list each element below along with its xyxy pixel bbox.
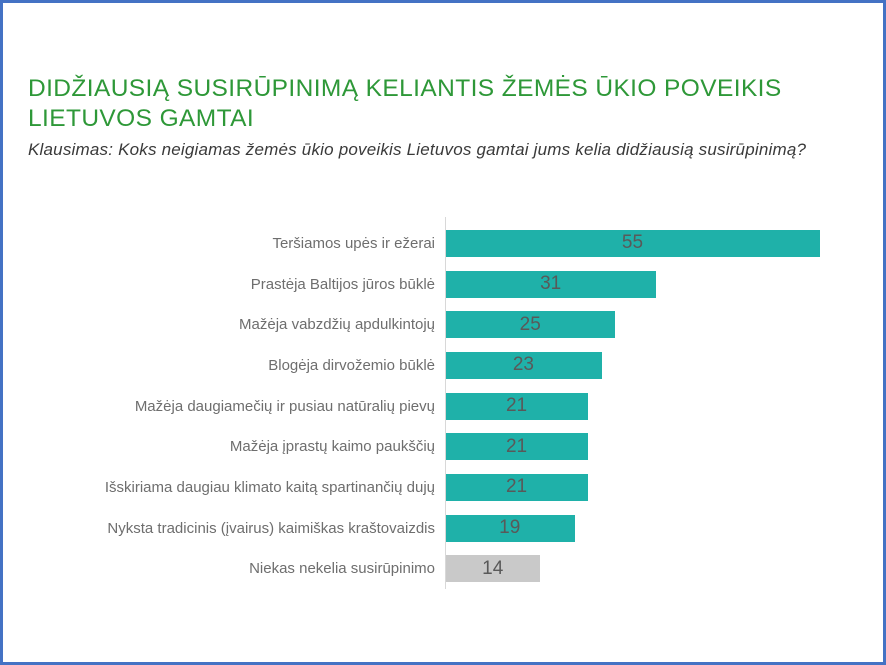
- category-label: Mažėja daugiamečių ir pusiau natūralių p…: [134, 397, 435, 415]
- bar: 31: [445, 270, 657, 298]
- value-label: 25: [519, 313, 541, 335]
- bar-cell: 19: [445, 514, 883, 542]
- page-title: DIDŽIAUSIĄ SUSIRŪPINIMĄ KELIANTIS ŽEMĖS …: [28, 74, 782, 134]
- bar-cell: 21: [445, 433, 883, 461]
- bar-cell: 55: [445, 229, 883, 257]
- bar: 23: [445, 351, 602, 379]
- bar: 21: [445, 433, 589, 461]
- category-label: Mažėja įprastų kaimo paukščių: [229, 438, 435, 456]
- chart-row: Teršiamos upės ir ežerai 55: [3, 223, 883, 264]
- value-label: 14: [482, 557, 504, 579]
- category-label: Prastėja Baltijos jūros būklė: [250, 275, 435, 293]
- chart-row: Nyksta tradicinis (įvairus) kaimiškas kr…: [3, 508, 883, 549]
- category-label: Teršiamos upės ir ežerai: [272, 234, 435, 252]
- chart-row: Prastėja Baltijos jūros būklė 31: [3, 264, 883, 305]
- value-label: 21: [505, 435, 528, 457]
- category-axis-line: [445, 217, 446, 589]
- horizontal-bar-chart: Teršiamos upės ir ežerai 55 Prastėja Bal…: [3, 217, 883, 590]
- bar: 21: [445, 392, 589, 420]
- bar-cell: 25: [445, 311, 883, 339]
- bar: 14: [445, 555, 541, 583]
- bar: 19: [445, 514, 575, 542]
- value-label: 19: [499, 517, 521, 539]
- question-subtitle: Klausimas: Koks neigiamas žemės ūkio pov…: [28, 140, 807, 159]
- value-label: 21: [505, 395, 528, 417]
- title-line-1: DIDŽIAUSIĄ SUSIRŪPINIMĄ KELIANTIS ŽEMĖS …: [28, 75, 782, 102]
- bar-cell: 21: [445, 392, 883, 420]
- category-label: Blogėja dirvožemio būklė: [268, 356, 435, 374]
- category-label: Mažėja vabzdžių apdulkintojų: [239, 316, 435, 334]
- bar-cell: 23: [445, 351, 883, 379]
- chart-row: Niekas nekelia susirūpinimo 14: [3, 549, 883, 590]
- value-label: 21: [505, 476, 528, 498]
- bar: 55: [445, 229, 820, 257]
- bar-cell: 31: [445, 270, 883, 298]
- bar-cell: 21: [445, 473, 883, 501]
- value-label: 31: [540, 273, 562, 295]
- value-label: 23: [512, 354, 534, 376]
- bar: 25: [445, 311, 616, 339]
- title-line-2: LIETUVOS GAMTAI: [28, 105, 255, 132]
- chart-row: Mažėja vabzdžių apdulkintojų 25: [3, 304, 883, 345]
- category-label: Nyksta tradicinis (įvairus) kaimiškas kr…: [107, 519, 435, 537]
- chart-row: Mažėja įprastų kaimo paukščių 21: [3, 426, 883, 467]
- category-label: Išskiriama daugiau klimato kaitą spartin…: [104, 478, 435, 496]
- category-label: Niekas nekelia susirūpinimo: [249, 560, 435, 578]
- bar-cell: 14: [445, 555, 883, 583]
- chart-row: Blogėja dirvožemio būklė 23: [3, 345, 883, 386]
- chart-row: Išskiriama daugiau klimato kaitą spartin…: [3, 467, 883, 508]
- chart-row: Mažėja daugiamečių ir pusiau natūralių p…: [3, 386, 883, 427]
- bar: 21: [445, 473, 589, 501]
- value-label: 55: [621, 232, 644, 254]
